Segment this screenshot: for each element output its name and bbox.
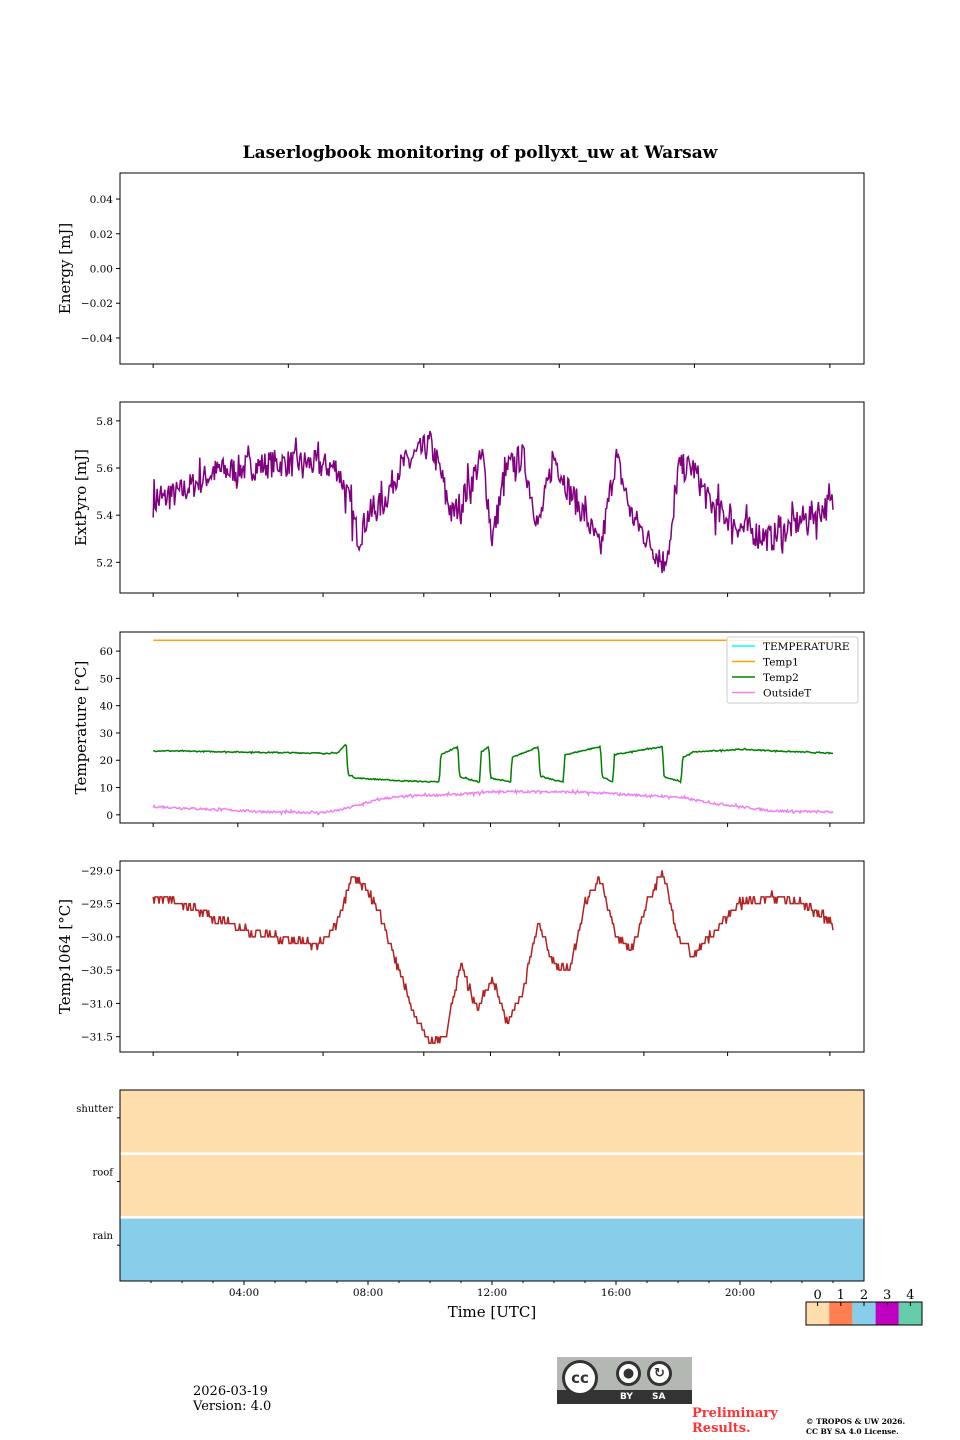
panel-3: 60 50 40 30 20 10 0 Temperature [°C] TEMPERATURE… <box>72 632 864 827</box>
cc-sa-label: SA <box>652 1390 665 1404</box>
x-axis-label: Time [UTC] <box>448 1303 537 1321</box>
y-tick-label: −29.5 <box>81 899 113 911</box>
y-axis-label: Temp1064 [°C] <box>56 899 74 1014</box>
y-tick-label: shutter <box>76 1104 113 1115</box>
copyright-note: © TROPOS & UW 2026. CC BY SA 4.0 License… <box>806 1417 905 1437</box>
cc-icon: cc <box>562 1360 598 1396</box>
y-tick-label: 0.00 <box>90 264 113 276</box>
series-line-outsidet <box>153 790 833 814</box>
legend-label: OutsideT <box>763 688 811 700</box>
panel-2: 5.8 5.6 5.4 5.2 ExtPyro [mJ] <box>72 402 864 597</box>
footer-info: 2026-03-19 Version: 4.0 <box>193 1384 271 1414</box>
cc-license-badge[interactable]: cc ● ↻ BY SA <box>557 1357 692 1404</box>
y-tick-label: −31.5 <box>81 1032 113 1044</box>
x-tick-label: 12:00 <box>477 1287 507 1299</box>
sa-share-icon: ↻ <box>647 1361 672 1386</box>
axes-frame <box>120 173 864 364</box>
status-cell-roof <box>120 1154 864 1218</box>
x-tick-label: 20:00 <box>725 1287 755 1299</box>
y-tick-label: 0 <box>106 810 113 822</box>
preliminary-line2: Results. <box>692 1421 778 1436</box>
y-tick-label: 30 <box>100 728 113 740</box>
y-tick-label: −29.0 <box>81 865 113 877</box>
colorbar-label: 2 <box>860 1288 868 1303</box>
legend-label: Temp2 <box>763 672 799 684</box>
colorbar-label: 4 <box>906 1288 914 1303</box>
series-line-temp1064 <box>153 870 833 1043</box>
date-label: 2026-03-19 <box>193 1384 271 1399</box>
y-tick-label: 5.2 <box>96 557 113 569</box>
y-tick-label: roof <box>92 1168 114 1179</box>
colorbar: 0 1234 <box>806 1288 922 1325</box>
x-tick-label: 08:00 <box>353 1287 383 1299</box>
x-tick-label: 16:00 <box>601 1287 631 1299</box>
y-tick-label: 5.4 <box>96 510 113 522</box>
copyright-line2: CC BY SA 4.0 License. <box>806 1427 905 1437</box>
panel-1: 0.04 0.02 0.00 −0.02 −0.04 Energy [mJ] <box>56 173 864 368</box>
colorbar-label: 1 <box>837 1288 845 1303</box>
axes-frame <box>120 402 864 593</box>
legend-label: Temp1 <box>763 657 799 669</box>
y-axis-label: ExtPyro [mJ] <box>72 449 90 546</box>
cc-by-label: BY <box>620 1390 633 1404</box>
version-label: Version: 4.0 <box>193 1399 271 1414</box>
y-tick-label: 20 <box>100 755 113 767</box>
legend-label: TEMPERATURE <box>763 641 850 653</box>
y-tick-label: 40 <box>100 701 113 713</box>
by-person-icon: ● <box>616 1361 641 1386</box>
copyright-line1: © TROPOS & UW 2026. <box>806 1417 905 1427</box>
panel-5: shutter roof rain 04:00 08:00 12:00 16:00 20:00… <box>76 1090 864 1321</box>
y-tick-label: 0.04 <box>90 194 114 206</box>
y-axis-label: Temperature [°C] <box>72 661 90 795</box>
y-tick-label: 60 <box>100 646 113 658</box>
series-line-extpyro <box>153 431 833 573</box>
y-tick-label: −30.0 <box>81 932 113 944</box>
legend: TEMPERATURE Temp1 Temp2 OutsideT <box>727 637 858 703</box>
y-tick-label: −31.0 <box>81 998 113 1010</box>
chart-title: Laserlogbook monitoring of pollyxt_uw at… <box>243 143 718 163</box>
figure: Laserlogbook monitoring of pollyxt_uw at… <box>0 0 960 1440</box>
preliminary-line1: Preliminary <box>692 1406 778 1421</box>
y-tick-label: −0.02 <box>81 298 113 310</box>
x-tick-label: 04:00 <box>229 1287 259 1299</box>
y-tick-label: −30.5 <box>81 965 113 977</box>
y-tick-label: −0.04 <box>81 333 113 345</box>
colorbar-label: 0 <box>813 1288 821 1303</box>
axes-frame <box>120 861 864 1052</box>
preliminary-results-note: Preliminary Results. <box>692 1406 778 1436</box>
series-line-temp2 <box>153 745 833 783</box>
y-tick-label: 10 <box>100 783 113 795</box>
status-cell-shutter <box>120 1090 864 1154</box>
y-tick-label: 0.02 <box>90 229 113 241</box>
panel-4: −29.0 −29.5 −30.0 −30.5 −31.0 −31.5 Temp1064 [… <box>56 861 864 1056</box>
y-tick-label: 5.6 <box>96 463 113 475</box>
colorbar-label: 3 <box>883 1288 891 1303</box>
y-tick-label: 50 <box>100 673 113 685</box>
y-tick-label: 5.8 <box>96 416 113 428</box>
y-tick-label: rain <box>93 1231 114 1242</box>
status-cell-rain <box>120 1217 864 1281</box>
y-axis-label: Energy [mJ] <box>56 223 74 314</box>
